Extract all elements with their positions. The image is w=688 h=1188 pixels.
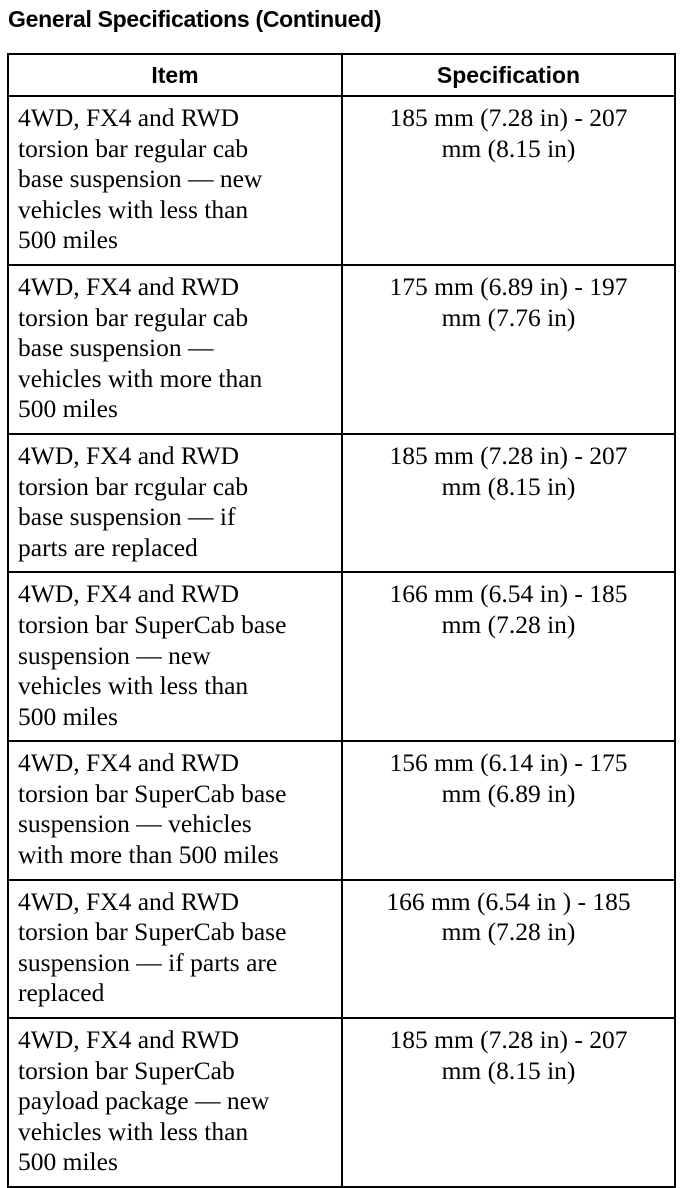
table-row: 4WD, FX4 and RWD torsion bar SuperCab payl… <box>7 1017 676 1188</box>
specification-cell: 166 mm (6.54 in ) - 185 mm (7.28 in) <box>341 878 676 1020</box>
cell-text-line: mm (8.15 in) <box>441 1055 576 1085</box>
cell-text-line: vehicles with less than <box>18 1116 249 1146</box>
cell-text-line: 185 mm (7.28 in) - 207 <box>389 103 628 132</box>
cell-text-line: 4WD, FX4 and RWD <box>18 579 239 609</box>
cell-text-line: 4WD, FX4 and RWD <box>18 886 239 916</box>
item-cell: 4WD, FX4 and RWD torsion bar SuperCab payl… <box>7 1017 343 1188</box>
column-header-specification: Specification <box>341 53 676 97</box>
cell-text-line: mm (8.15 in) <box>441 471 576 501</box>
cell-text-line: 4WD, FX4 and RWD <box>18 271 239 301</box>
cell-text-line: payload package — new <box>18 1086 270 1116</box>
specification-cell: 175 mm (6.89 in) - 197 mm (7.76 in) <box>341 263 676 435</box>
cell-text-line: 156 mm (6.14 in) - 175 <box>389 748 628 778</box>
cell-text-line: mm (7.28 in) <box>441 609 576 639</box>
table-header-row: Item Specification <box>7 53 676 97</box>
cell-text-line: 4WD, FX4 and RWD <box>18 1025 239 1055</box>
cell-text-line: with more than 500 miles <box>18 840 279 870</box>
specifications-table: Item Specification 4WD, FX4 and RWD torsi… <box>7 53 676 1188</box>
cell-text-line: vehicles with less than <box>18 194 249 224</box>
cell-text-line: base suspension — if <box>18 502 236 532</box>
cell-text-line: mm (7.28 in) <box>441 917 576 947</box>
item-cell: 4WD, FX4 and RWD torsion bar regular cab b… <box>7 263 343 435</box>
cell-text-line: torsion bar SuperCab base <box>18 917 287 947</box>
cell-text-line: 166 mm (6.54 in) - 185 <box>389 579 628 609</box>
cell-text-line: torsion bar regular cab <box>18 302 249 332</box>
cell-text-line: 185 mm (7.28 in) - 207 <box>389 1025 628 1055</box>
cell-text-line: 4WD, FX4 and RWD <box>18 103 239 132</box>
cell-text-line: suspension — vehicles <box>18 809 252 839</box>
cell-text-line: mm (7.76 in) <box>441 302 576 332</box>
cell-text-line: vehicles with less than <box>18 671 249 701</box>
column-header-item: Item <box>7 53 343 97</box>
specification-cell: 185 mm (7.28 in) - 207 mm (8.15 in) <box>341 95 676 266</box>
cell-text-line: mm (8.15 in) <box>441 133 576 163</box>
cell-text-line: suspension — new <box>18 640 211 670</box>
cell-text-line: replaced <box>18 978 105 1008</box>
specification-cell: 166 mm (6.54 in) - 185 mm (7.28 in) <box>341 571 676 743</box>
cell-text-line: 4WD, FX4 and RWD <box>18 440 239 470</box>
item-cell: 4WD, FX4 and RWD torsion bar SuperCab bas… <box>7 740 343 881</box>
cell-text-line: 166 mm (6.54 in ) - 185 <box>386 886 631 916</box>
cell-text-line: 500 miles <box>18 701 118 731</box>
cell-text-line: 175 mm (6.89 in) - 197 <box>389 271 628 301</box>
page-title: General Specifications (Continued) <box>8 6 382 32</box>
item-cell: 4WD, FX4 and RWD torsion bar rcgular cab b… <box>7 432 343 574</box>
cell-text-line: parts are replaced <box>18 532 198 562</box>
cell-text-line: torsion bar rcgular cab <box>18 471 249 501</box>
cell-text-line: 4WD, FX4 and RWD <box>18 748 239 778</box>
item-cell: 4WD, FX4 and RWD torsion bar SuperCab bas… <box>7 571 343 743</box>
item-cell: 4WD, FX4 and RWD torsion bar SuperCab bas… <box>7 878 343 1020</box>
cell-text-line: torsion bar SuperCab base <box>18 609 287 639</box>
table-row: 4WD, FX4 and RWD torsion bar SuperCab bas… <box>7 740 676 881</box>
table-row: 4WD, FX4 and RWD torsion bar SuperCab bas… <box>7 878 676 1020</box>
cell-text-line: suspension — if parts are <box>18 947 278 977</box>
cell-text-line: torsion bar SuperCab <box>18 1055 235 1085</box>
cell-text-line: vehicles with more than <box>18 363 263 393</box>
cell-text-line: torsion bar SuperCab base <box>18 778 287 808</box>
cell-text-line: base suspension — new <box>18 164 263 194</box>
cell-text-line: base suspension — <box>18 333 214 363</box>
specification-cell: 185 mm (7.28 in) - 207 mm (8.15 in) <box>341 1017 676 1188</box>
cell-text-line: 500 miles <box>18 394 118 424</box>
specification-cell: 185 mm (7.28 in) - 207 mm (8.15 in) <box>341 432 676 574</box>
cell-text-line: mm (6.89 in) <box>441 778 576 808</box>
table-row: 4WD, FX4 and RWD torsion bar regular cab b… <box>7 95 676 266</box>
cell-text-line: 185 mm (7.28 in) - 207 <box>389 440 628 470</box>
cell-text-line: torsion bar regular cab <box>18 133 249 163</box>
table-row: 4WD, FX4 and RWD torsion bar regular cab b… <box>7 263 676 435</box>
specification-cell: 156 mm (6.14 in) - 175 mm (6.89 in) <box>341 740 676 881</box>
table-row: 4WD, FX4 and RWD torsion bar SuperCab bas… <box>7 571 676 743</box>
table-row: 4WD, FX4 and RWD torsion bar rcgular cab b… <box>7 432 676 574</box>
cell-text-line: 500 miles <box>18 225 118 255</box>
item-cell: 4WD, FX4 and RWD torsion bar regular cab b… <box>7 95 343 266</box>
cell-text-line: 500 miles <box>18 1147 118 1177</box>
